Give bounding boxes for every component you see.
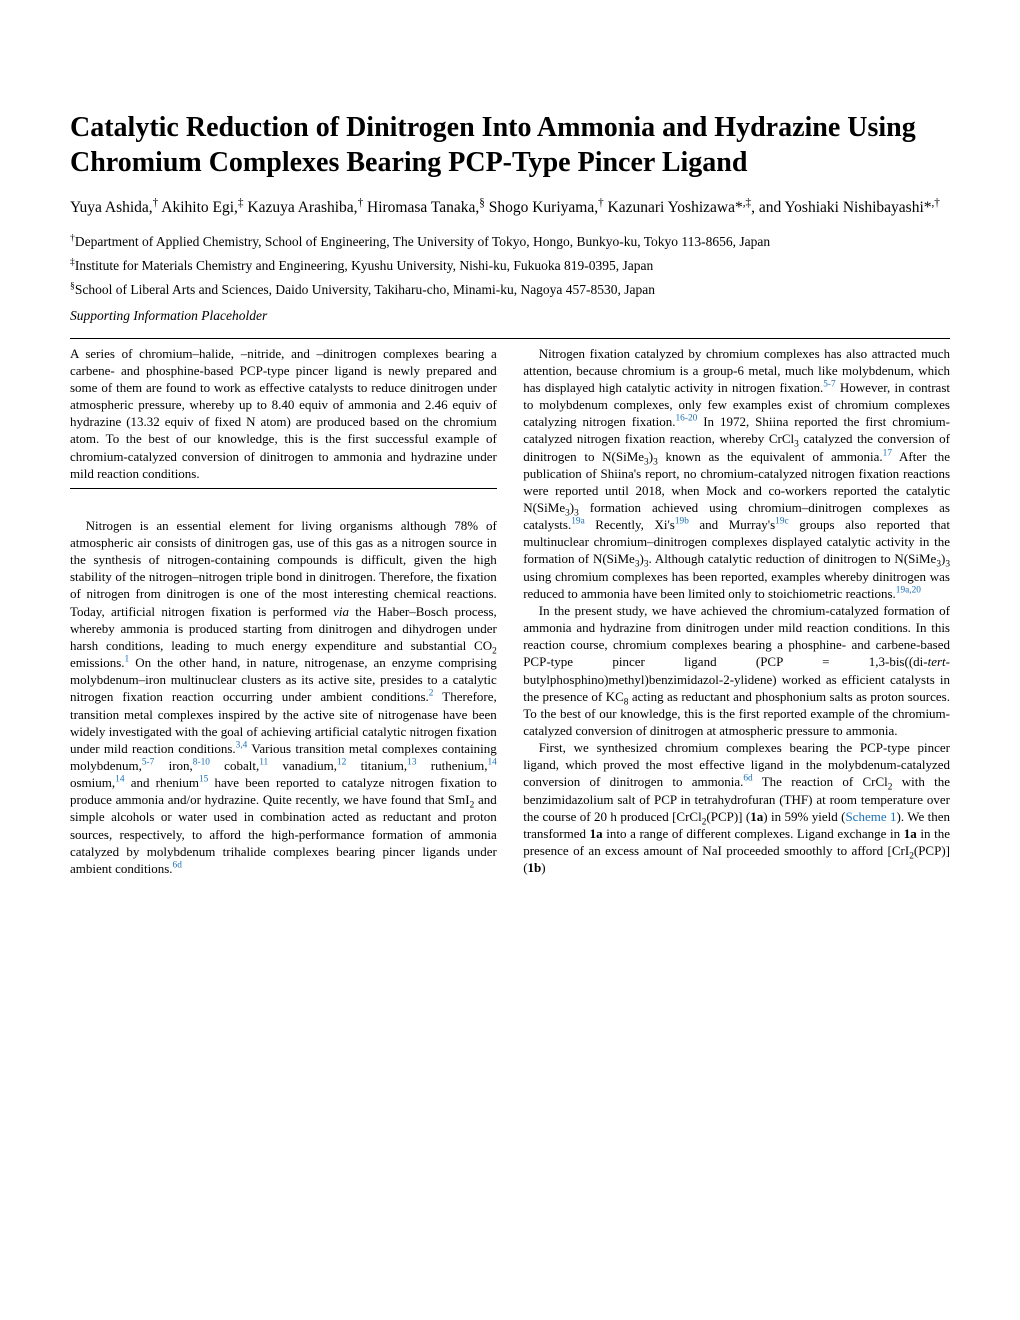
affiliation-2: ‡Institute for Materials Chemistry and E… bbox=[70, 257, 950, 275]
body-para-left-1: Nitrogen is an essential element for liv… bbox=[70, 517, 497, 877]
body-para-right-2: In the present study, we have achieved t… bbox=[523, 602, 950, 739]
affiliation-3: §School of Liberal Arts and Sciences, Da… bbox=[70, 281, 950, 299]
right-column: Nitrogen fixation catalyzed by chromium … bbox=[523, 345, 950, 878]
author-list: Yuya Ashida,† Akihito Egi,‡ Kazuya Arash… bbox=[70, 198, 950, 219]
left-column: A series of chromium–halide, –nitride, a… bbox=[70, 345, 497, 878]
abstract-top-rule bbox=[70, 338, 950, 339]
body-para-right-1: Nitrogen fixation catalyzed by chromium … bbox=[523, 345, 950, 602]
abstract-text: A series of chromium–halide, –nitride, a… bbox=[70, 345, 497, 482]
abstract-block: A series of chromium–halide, –nitride, a… bbox=[70, 345, 497, 489]
body-para-right-3: First, we synthesized chromium complexes… bbox=[523, 739, 950, 876]
supporting-info-placeholder: Supporting Information Placeholder bbox=[70, 308, 950, 324]
two-column-body: A series of chromium–halide, –nitride, a… bbox=[70, 345, 950, 878]
paper-page: Catalytic Reduction of Dinitrogen Into A… bbox=[0, 0, 1020, 1320]
affiliation-1: †Department of Applied Chemistry, School… bbox=[70, 233, 950, 251]
abstract-bottom-rule bbox=[70, 488, 497, 489]
paper-title: Catalytic Reduction of Dinitrogen Into A… bbox=[70, 110, 950, 180]
